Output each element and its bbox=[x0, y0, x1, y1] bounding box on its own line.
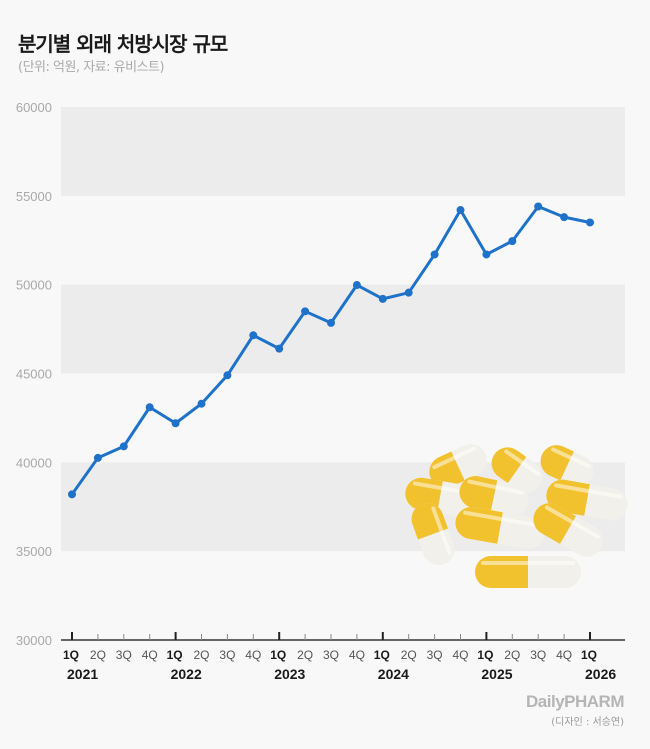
capsule-icon bbox=[411, 502, 455, 566]
capsule-icon bbox=[533, 503, 603, 557]
data-point bbox=[301, 307, 310, 316]
data-point bbox=[327, 318, 335, 327]
data-point bbox=[119, 442, 128, 451]
y-tick-label: 45000 bbox=[16, 367, 52, 382]
y-tick-label: 60000 bbox=[16, 100, 52, 115]
year-label: 2023 bbox=[274, 666, 305, 682]
data-point bbox=[352, 281, 361, 290]
data-point bbox=[249, 331, 258, 340]
x-tick-label: 3Q bbox=[323, 648, 339, 662]
data-point bbox=[586, 218, 594, 227]
design-credit: (디자인 : 서승연) bbox=[551, 717, 624, 728]
x-tick-label: 3Q bbox=[219, 648, 235, 662]
y-tick-label: 35000 bbox=[16, 544, 52, 559]
x-tick-label: 2Q bbox=[90, 648, 106, 662]
capsule-icon bbox=[459, 476, 529, 516]
x-tick-label: 3Q bbox=[530, 648, 546, 662]
grid-bands bbox=[61, 107, 625, 552]
x-axis: 1Q 2Q 3Q 4Q 1Q 2Q 3Q 4Q 1Q 2Q 3Q 4Q 1Q 2Q 3Q 4Q 1Q 2Q 3Q 4Q… bbox=[61, 632, 625, 682]
dailypharm-logo: DailyPHARM bbox=[526, 692, 624, 711]
chart-title: 분기별 외래 처방시장 규모 bbox=[18, 32, 228, 56]
year-label: 2021 bbox=[67, 666, 98, 682]
x-tick-label: 2Q bbox=[504, 648, 520, 662]
x-tick-label: 2Q bbox=[401, 648, 417, 662]
x-tick-label: 4Q bbox=[452, 648, 468, 662]
data-point bbox=[145, 403, 154, 412]
x-tick-label: 1Q bbox=[374, 648, 390, 662]
year-label: 2022 bbox=[171, 666, 202, 682]
data-point bbox=[93, 453, 102, 462]
data-series bbox=[68, 202, 594, 499]
x-tick-label: 4Q bbox=[142, 648, 158, 662]
x-tick-label: 2Q bbox=[193, 648, 209, 662]
year-label: 2024 bbox=[378, 666, 409, 682]
grid-band bbox=[61, 284, 625, 374]
data-point bbox=[171, 419, 180, 428]
capsule-icon bbox=[475, 556, 581, 588]
data-point bbox=[508, 237, 517, 246]
data-point bbox=[275, 344, 284, 353]
x-tick-label: 1Q bbox=[581, 648, 597, 662]
data-point bbox=[534, 202, 543, 211]
x-tick-label: 4Q bbox=[349, 648, 365, 662]
x-tick-label: 3Q bbox=[116, 648, 132, 662]
data-point bbox=[223, 371, 232, 380]
data-point bbox=[404, 288, 413, 297]
y-tick-label: 40000 bbox=[16, 455, 52, 470]
year-label: 2026 bbox=[585, 666, 616, 682]
y-tick-label: 55000 bbox=[16, 189, 52, 204]
x-tick-label: 1Q bbox=[63, 648, 79, 662]
x-tick-label: 1Q bbox=[270, 648, 286, 662]
capsule-icon bbox=[455, 506, 545, 550]
year-label: 2025 bbox=[481, 666, 512, 682]
grid-band bbox=[61, 107, 625, 196]
y-tick-label: 50000 bbox=[16, 278, 52, 293]
data-point bbox=[68, 490, 76, 499]
y-tick-label: 30000 bbox=[16, 633, 52, 648]
data-point bbox=[197, 399, 206, 408]
x-tick-label: 3Q bbox=[427, 648, 443, 662]
data-point bbox=[560, 213, 569, 222]
capsules-illustration bbox=[405, 444, 628, 588]
data-point bbox=[430, 250, 439, 259]
y-axis: 30000 35000 40000 45000 50000 55000 60000 bbox=[16, 100, 52, 648]
capsule-icon bbox=[491, 447, 543, 493]
chart-subtitle: (단위: 억원, 자료: 유비스트) bbox=[18, 60, 165, 75]
capsule-icon bbox=[540, 445, 594, 487]
x-tick-label: 1Q bbox=[167, 648, 183, 662]
data-point bbox=[378, 294, 387, 303]
x-tick-label: 2Q bbox=[297, 648, 313, 662]
x-tick-label: 4Q bbox=[245, 648, 261, 662]
data-point bbox=[456, 206, 465, 215]
x-tick-label: 1Q bbox=[477, 648, 493, 662]
data-point bbox=[482, 250, 491, 259]
x-tick-label: 4Q bbox=[556, 648, 572, 662]
